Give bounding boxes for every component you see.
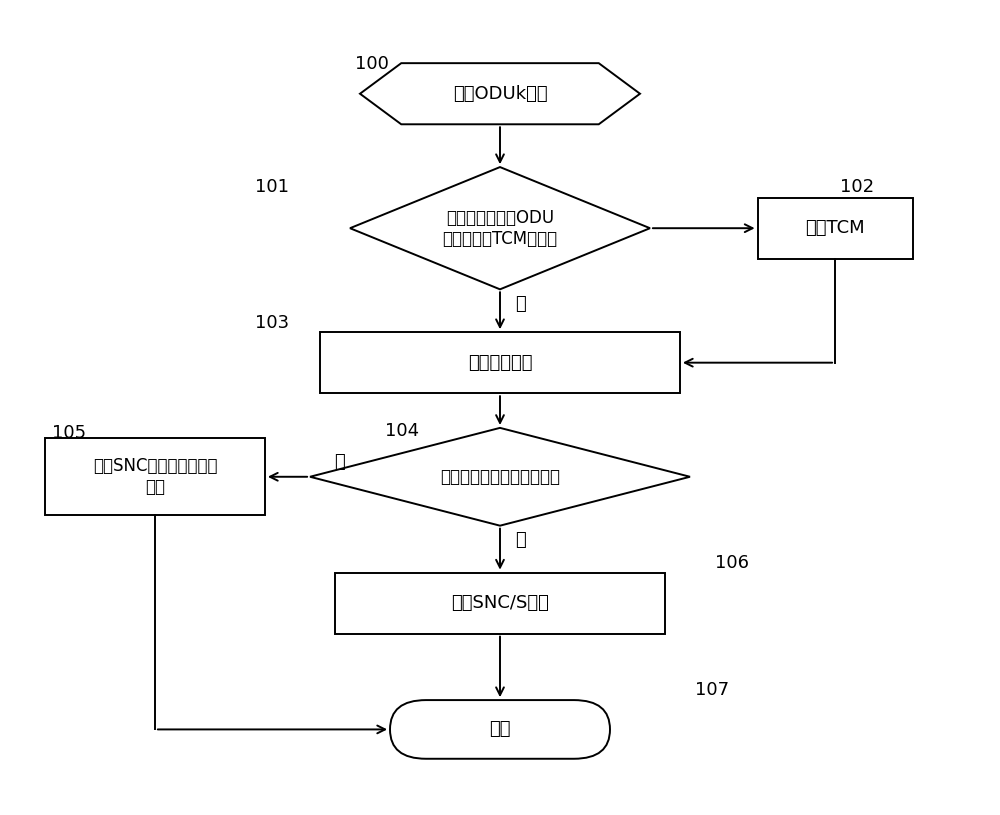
Text: 配置SNC/S参数: 配置SNC/S参数	[451, 594, 549, 612]
Text: 100: 100	[355, 55, 389, 73]
Polygon shape	[360, 64, 640, 124]
FancyBboxPatch shape	[45, 438, 265, 516]
Text: 104: 104	[385, 422, 419, 440]
Text: 103: 103	[255, 314, 289, 332]
Text: 106: 106	[715, 554, 749, 572]
Text: 监视方式是否为子层监视？: 监视方式是否为子层监视？	[440, 468, 560, 486]
Text: 是否已经对本条ODU
业务进行了TCM分配？: 是否已经对本条ODU 业务进行了TCM分配？	[442, 209, 558, 248]
Text: 102: 102	[840, 178, 874, 196]
Text: 分配TCM: 分配TCM	[805, 219, 865, 237]
Text: 是: 是	[515, 295, 525, 313]
Text: 配置监视方式: 配置监视方式	[468, 354, 532, 372]
FancyBboxPatch shape	[335, 572, 665, 634]
FancyBboxPatch shape	[320, 332, 680, 393]
Polygon shape	[350, 167, 650, 289]
Polygon shape	[310, 428, 690, 526]
Text: 指定ODUk业务: 指定ODUk业务	[453, 85, 547, 103]
Text: 配置SNC其他监视方式的
参数: 配置SNC其他监视方式的 参数	[93, 457, 217, 496]
Text: 是: 是	[515, 531, 525, 549]
Text: 结束: 结束	[489, 720, 511, 738]
Text: 101: 101	[255, 178, 289, 196]
FancyBboxPatch shape	[758, 198, 912, 259]
FancyBboxPatch shape	[390, 700, 610, 759]
Text: 105: 105	[52, 424, 86, 442]
Text: 否: 否	[335, 453, 345, 471]
Text: 107: 107	[695, 681, 729, 699]
